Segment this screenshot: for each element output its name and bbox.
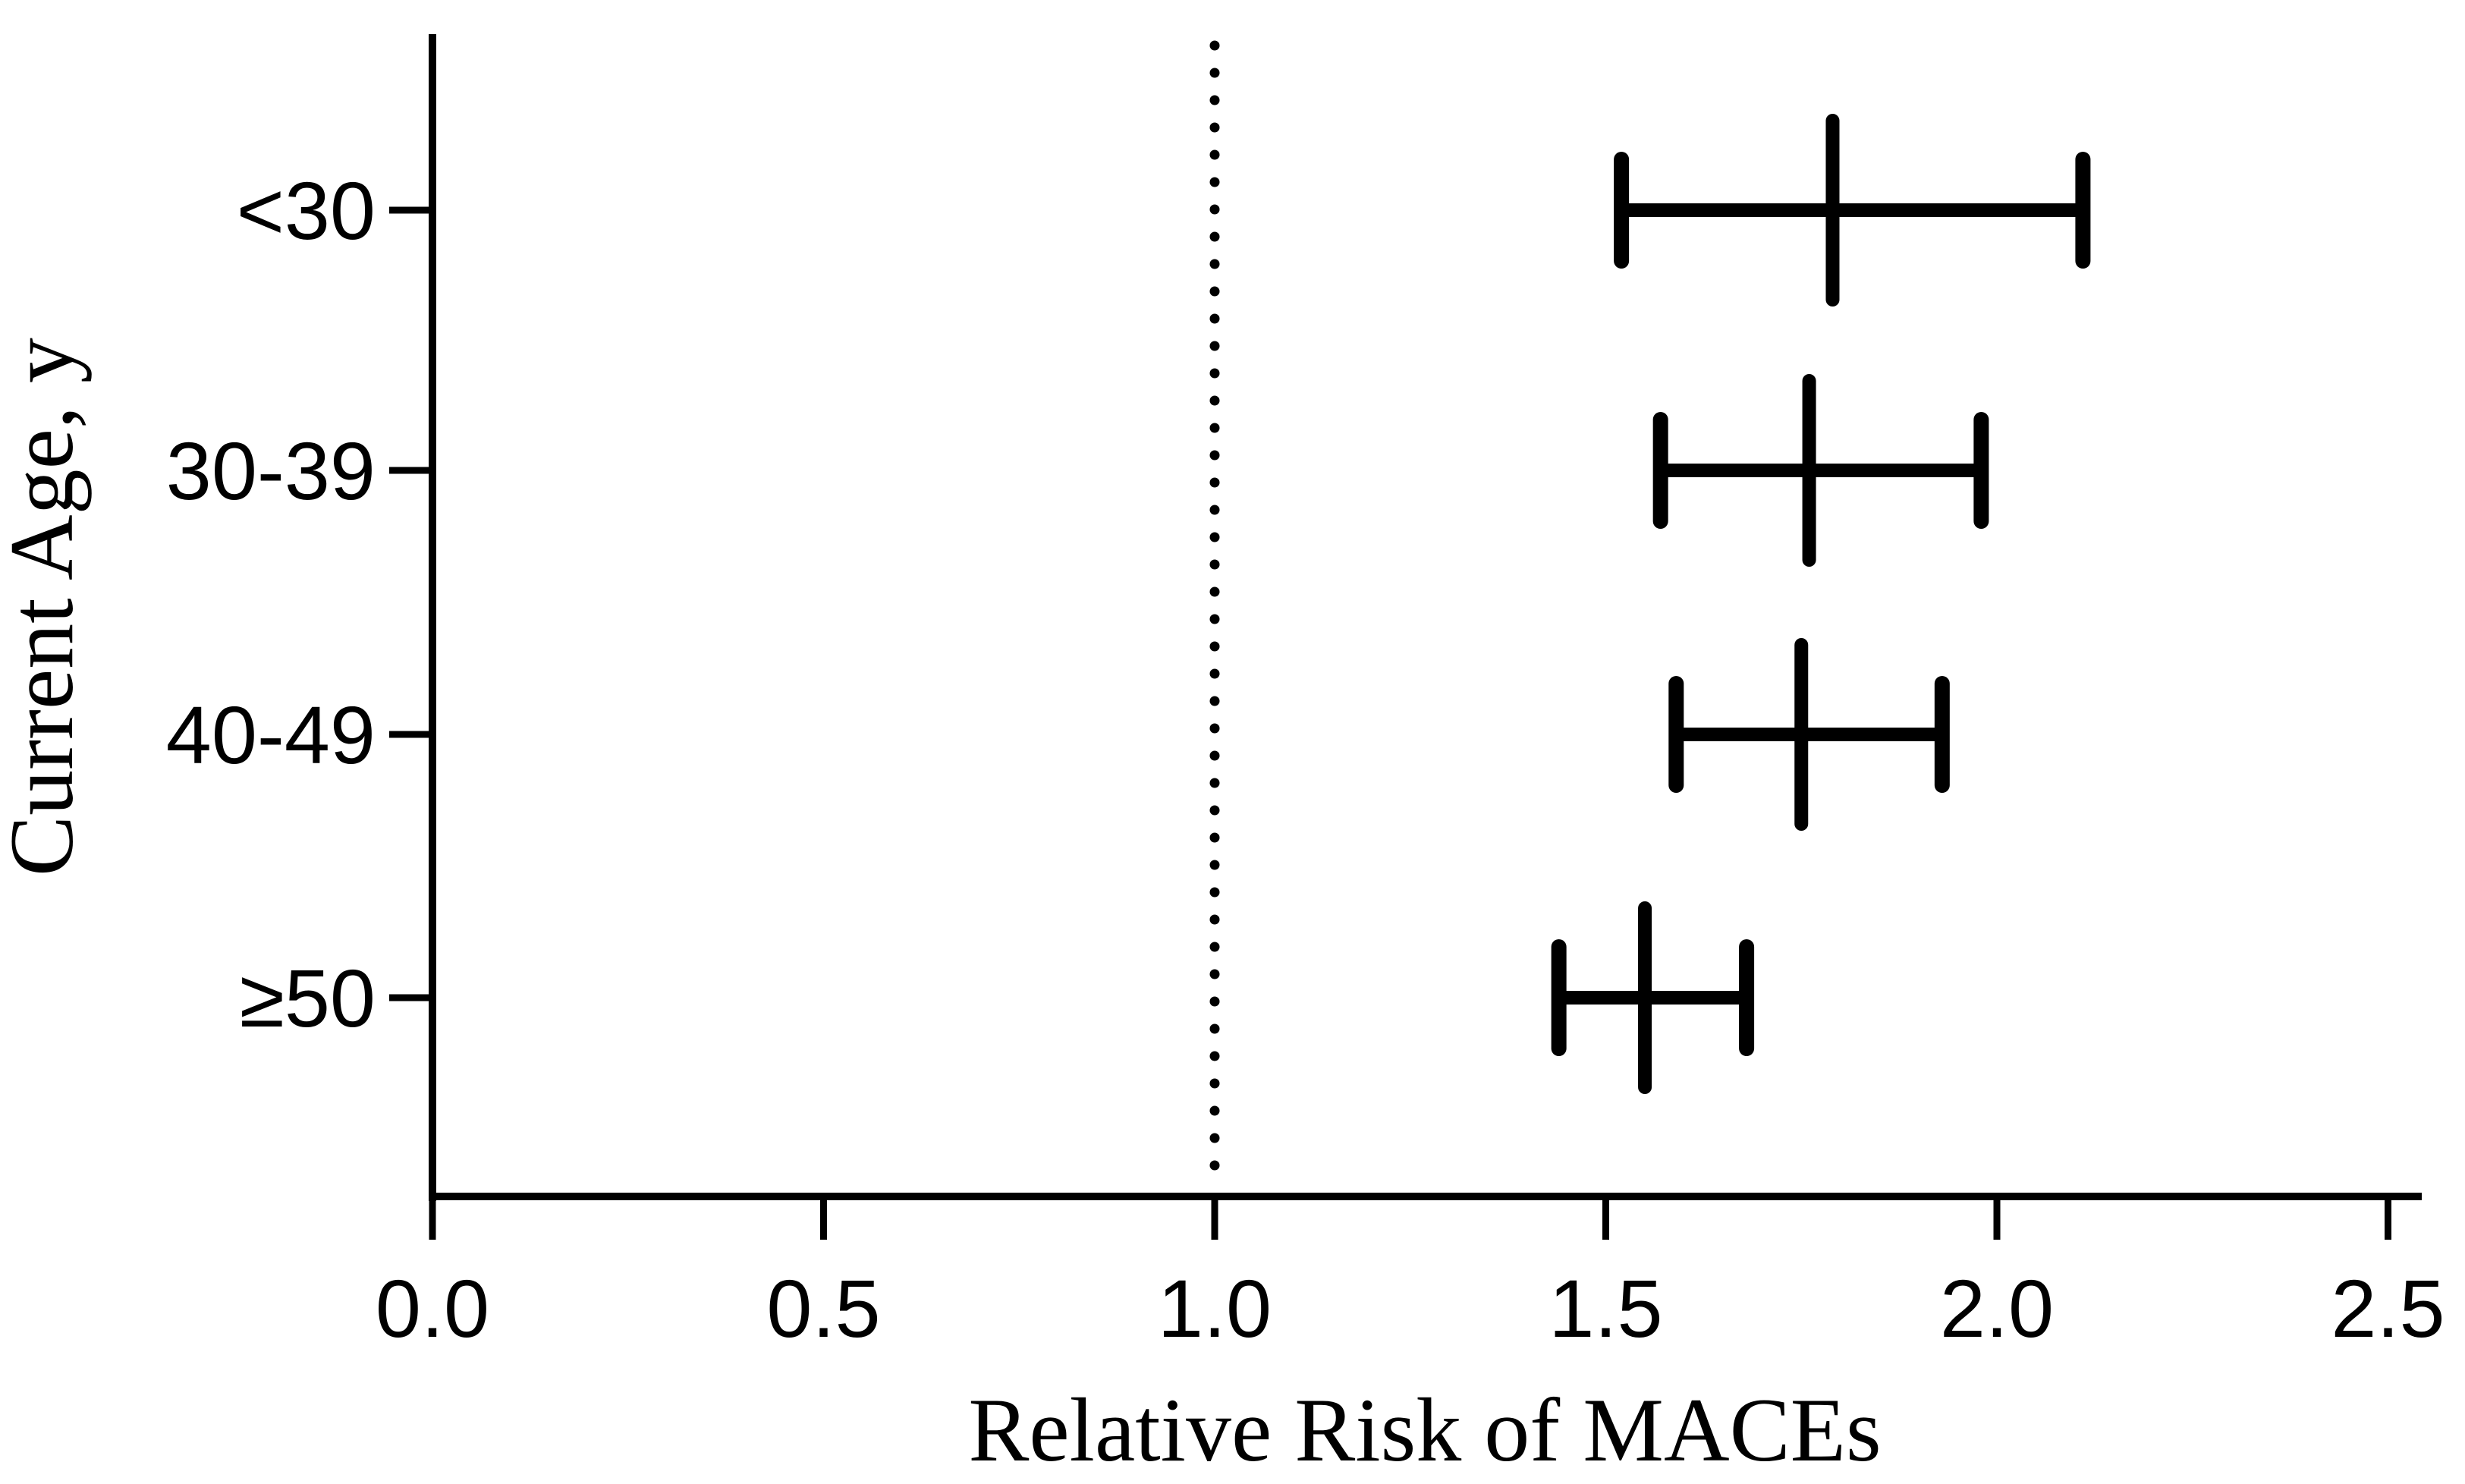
reference-dot xyxy=(1209,1051,1220,1061)
y-axis-title: Current Age, y xyxy=(0,338,92,876)
x-tick-label: 2.0 xyxy=(1940,1262,2054,1354)
reference-dot xyxy=(1209,122,1220,133)
reference-dot xyxy=(1209,450,1220,461)
x-tick-label: 2.5 xyxy=(2331,1262,2445,1354)
y-tick-label: 30-39 xyxy=(166,425,376,517)
reference-dot xyxy=(1209,477,1220,488)
reference-dot xyxy=(1209,1133,1220,1143)
y-axis-ticks: <30 30-39 40-49 ≥50 xyxy=(166,165,432,1044)
reference-dot xyxy=(1209,286,1220,297)
error-bar-row xyxy=(1668,638,1950,831)
reference-dot xyxy=(1209,914,1220,925)
reference-dot xyxy=(1209,614,1220,624)
reference-dot xyxy=(1209,586,1220,597)
reference-dot xyxy=(1209,696,1220,706)
error-bar-row xyxy=(1614,114,2091,307)
reference-dot xyxy=(1209,641,1220,652)
y-tick-label: ≥50 xyxy=(240,952,376,1044)
reference-dot xyxy=(1209,368,1220,379)
x-axis-ticks: 0.0 0.5 1.0 1.5 2.0 2.5 xyxy=(376,1196,2445,1354)
reference-dot xyxy=(1209,1023,1220,1034)
reference-dot xyxy=(1209,887,1220,898)
x-tick-label: 0.5 xyxy=(766,1262,880,1354)
reference-dot xyxy=(1209,778,1220,788)
reference-dot xyxy=(1209,996,1220,1007)
x-tick-label: 1.5 xyxy=(1548,1262,1662,1354)
reference-dot xyxy=(1209,341,1220,351)
error-bar-row xyxy=(1652,374,1989,567)
x-tick-label: 0.0 xyxy=(376,1262,489,1354)
reference-dot xyxy=(1209,832,1220,843)
reference-dot xyxy=(1209,505,1220,515)
reference-dot xyxy=(1209,860,1220,870)
reference-dot xyxy=(1209,40,1220,51)
error-bars xyxy=(1551,114,2091,1094)
reference-dot xyxy=(1209,1105,1220,1116)
y-tick-label: 40-49 xyxy=(166,689,376,781)
reference-dot xyxy=(1209,395,1220,406)
reference-dot xyxy=(1209,149,1220,160)
reference-dot xyxy=(1209,423,1220,433)
reference-dot xyxy=(1209,750,1220,761)
y-tick-label: <30 xyxy=(237,165,376,256)
reference-dot xyxy=(1209,313,1220,324)
error-bar-row xyxy=(1551,901,1755,1094)
reference-dot xyxy=(1209,68,1220,78)
reference-dot xyxy=(1209,259,1220,269)
reference-dot xyxy=(1209,1078,1220,1089)
reference-dot xyxy=(1209,177,1220,187)
reference-dot xyxy=(1209,668,1220,679)
axes xyxy=(429,34,2422,1201)
reference-dot xyxy=(1209,1160,1220,1171)
reference-dot xyxy=(1209,95,1220,105)
x-tick-label: 1.0 xyxy=(1158,1262,1272,1354)
reference-dot xyxy=(1209,532,1220,542)
reference-line-dotted xyxy=(1209,40,1220,1171)
reference-dot xyxy=(1209,204,1220,215)
reference-dot xyxy=(1209,805,1220,816)
reference-dot xyxy=(1209,969,1220,979)
reference-dot xyxy=(1209,231,1220,242)
reference-dot xyxy=(1209,559,1220,570)
x-axis-title: Relative Risk of MACEs xyxy=(968,1379,1881,1480)
reference-dot xyxy=(1209,942,1220,952)
reference-dot xyxy=(1209,723,1220,734)
